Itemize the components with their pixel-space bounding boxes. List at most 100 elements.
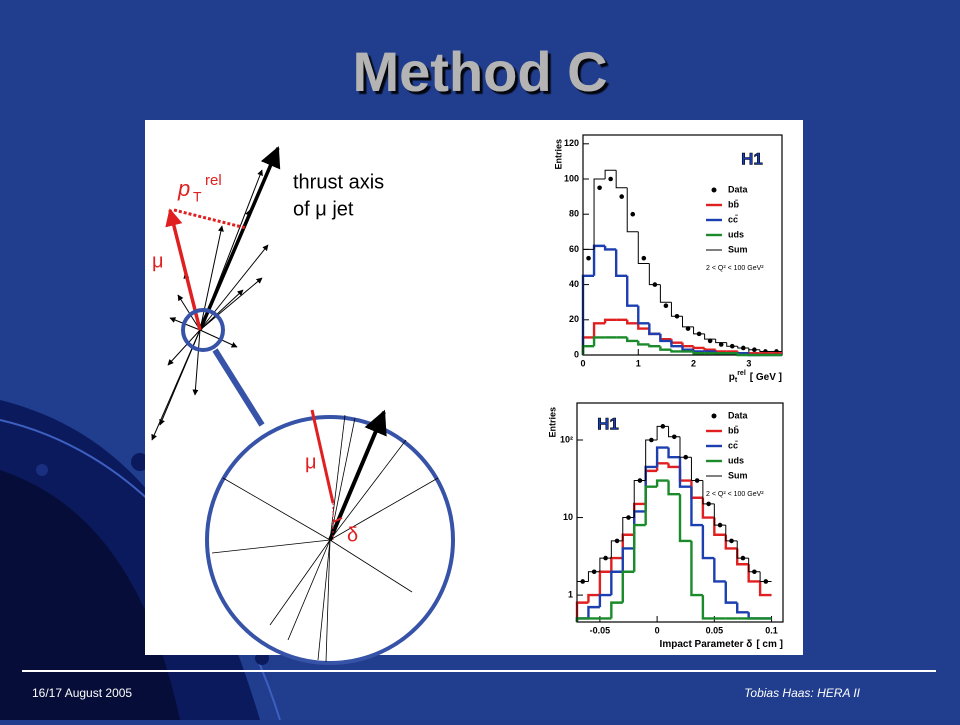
- histogram-bin: [633, 523, 646, 572]
- x-axis-label-part: [ GeV ]: [750, 372, 782, 383]
- y-tick-label: 60: [569, 244, 579, 254]
- footer-date: 16/17 August 2005: [32, 686, 132, 700]
- legend-marker: [711, 413, 717, 419]
- histogram-bin: [736, 602, 749, 614]
- histogram-bin: [644, 485, 658, 526]
- annotation: 2 < Q² < 100 GeV²: [706, 265, 764, 272]
- legend-label: Sum: [728, 244, 748, 254]
- histogram-bin: [725, 525, 738, 542]
- histogram-bin: [726, 342, 738, 347]
- histogram-bin: [703, 347, 716, 351]
- legend-label: Sum: [728, 470, 748, 480]
- histogram-bin: [713, 503, 726, 526]
- histogram-bin: [702, 480, 715, 505]
- histogram-bin: [713, 558, 726, 583]
- histogram-bin: [682, 316, 694, 328]
- legend-label: cc̄: [728, 214, 739, 224]
- histogram-bin: [659, 333, 672, 343]
- histogram-bin: [659, 346, 672, 351]
- axis-label: of μ jet: [293, 198, 354, 220]
- x-tick-label: 0.1: [765, 625, 778, 635]
- histogram-bin: [615, 170, 628, 189]
- mu-label: μ: [305, 451, 317, 473]
- histogram-bin: [621, 547, 635, 572]
- mu-label: μ: [152, 250, 164, 272]
- y-axis-label: Entries: [553, 139, 563, 170]
- histogram-bin: [621, 570, 635, 603]
- x-tick-label: 1: [636, 358, 641, 368]
- data-point: [707, 338, 713, 344]
- histogram-bin: [715, 339, 727, 344]
- histogram-bin: [626, 337, 639, 343]
- histogram-bin: [736, 540, 749, 559]
- legend-label: bb̄: [728, 199, 739, 209]
- legend-label: Data: [728, 410, 749, 420]
- histogram-bin: [599, 557, 612, 572]
- histogram-bin: [603, 318, 617, 324]
- data-point: [641, 255, 647, 261]
- histogram-bin: [724, 581, 738, 604]
- x-tick-label: 0.05: [706, 625, 724, 635]
- histogram-bin: [626, 275, 639, 307]
- histogram-bin: [668, 426, 680, 438]
- histogram-bin: [759, 349, 771, 352]
- x-tick-label: 3: [746, 358, 751, 368]
- x-tick-label: 0: [580, 358, 585, 368]
- histogram-bin: [748, 347, 760, 351]
- histogram-bin: [603, 245, 617, 251]
- histogram-bin: [592, 336, 606, 347]
- histogram-bin: [667, 463, 680, 469]
- histogram-bin: [678, 494, 692, 543]
- histogram-bin: [678, 457, 692, 488]
- x-tick-label: -0.05: [590, 625, 611, 635]
- histogram-bin: [610, 570, 623, 596]
- histogram-bin: [690, 540, 703, 597]
- data-point: [663, 303, 669, 309]
- x-tick-label: 0: [655, 625, 660, 635]
- x-axis-label: ptrel [ GeV ]: [729, 370, 782, 384]
- histogram-bin: [667, 447, 680, 459]
- histogram-bin: [648, 323, 661, 336]
- y-tick-label: 120: [564, 138, 579, 148]
- histogram-bin: [693, 326, 705, 335]
- histogram-bin: [626, 187, 639, 233]
- data-point: [597, 185, 602, 191]
- histogram-bin: [736, 353, 749, 357]
- x-tick-label: 2: [691, 358, 696, 368]
- histogram-bin: [667, 480, 680, 496]
- histogram-bin: [610, 540, 623, 559]
- histogram-bin: [593, 178, 606, 250]
- legend-label: cc̄: [728, 440, 739, 450]
- y-tick-label: 1: [568, 589, 573, 599]
- ptrel-sup: rel: [205, 172, 222, 189]
- axis-label: thrust axis: [293, 171, 384, 193]
- histogram-bin: [587, 571, 600, 582]
- histogram-bin: [622, 517, 635, 541]
- y-tick-label: 80: [569, 209, 579, 219]
- histogram-bin: [655, 479, 669, 487]
- histogram-bin: [759, 571, 772, 582]
- x-axis-label-part: Impact Parameter δ: [660, 639, 753, 650]
- x-axis-label-part: rel: [737, 370, 746, 377]
- experiment-tag: H1: [597, 414, 619, 433]
- histogram-bin: [648, 344, 661, 348]
- histogram-bin: [670, 302, 683, 317]
- histogram-bin: [626, 319, 639, 325]
- ptrel-label: p: [177, 176, 190, 201]
- histogram-bin: [592, 322, 606, 338]
- y-tick-label: 0: [574, 349, 579, 359]
- histogram-bin: [679, 436, 692, 458]
- histogram-bin: [637, 323, 650, 330]
- legend-label: uds: [728, 229, 744, 239]
- delta-label: δ: [347, 524, 358, 546]
- data-point: [608, 176, 613, 182]
- legend-label: uds: [728, 455, 744, 465]
- histogram-bin: [737, 346, 749, 349]
- legend-label: bb̄: [728, 425, 739, 435]
- y-tick-label: 40: [569, 279, 579, 289]
- histogram-bin: [637, 305, 650, 325]
- y-tick-label: 100: [564, 173, 579, 183]
